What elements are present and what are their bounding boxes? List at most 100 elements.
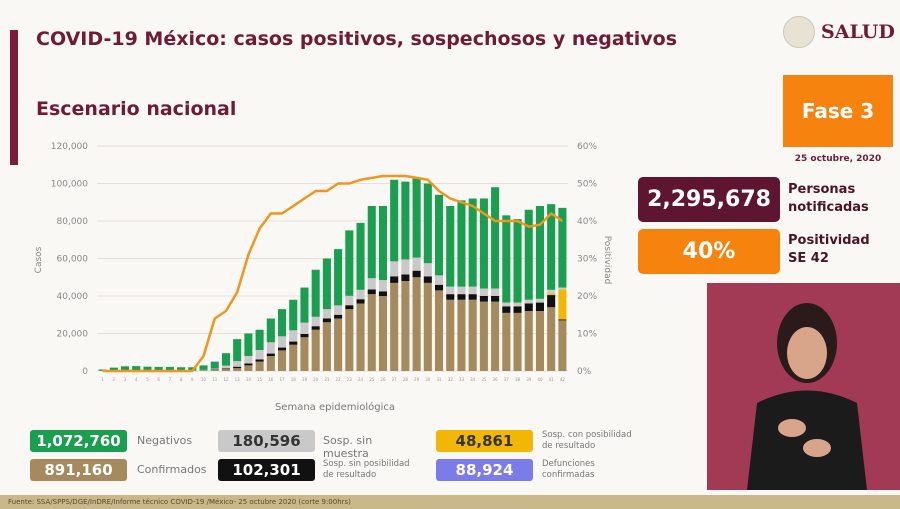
bar-segment-negativos — [502, 215, 511, 303]
x-tick-label: 31 — [436, 377, 442, 382]
x-tick-label: 14 — [246, 377, 252, 382]
y-tick-label: 80,000 — [57, 217, 89, 227]
bar-segment-sosp-sin-posibilidad-de-resultado — [524, 303, 533, 311]
bar-segment-confirmados — [535, 311, 545, 371]
bar-segment-confirmados — [289, 344, 298, 371]
bar-segment-confirmados — [221, 369, 231, 371]
bar-segment-confirmados — [266, 356, 275, 371]
bar-segment-sosp-sin-muestra — [468, 286, 477, 295]
legend-label: Defunciones confirmadas — [542, 459, 595, 480]
positivity-line — [102, 174, 564, 373]
bar-segment-negativos — [547, 204, 556, 290]
x-tick-label: 27 — [392, 377, 398, 382]
phase-box: Fase 3 — [783, 75, 893, 147]
legend-label: Sosp. con posibilidad de resultado — [542, 430, 632, 451]
bar-segment-confirmados — [547, 307, 556, 371]
x-tick-label: 38 — [515, 377, 521, 382]
bar-segment-confirmados — [345, 309, 354, 371]
bar-segment-negativos — [356, 222, 365, 290]
legend-value: 88,924 — [436, 459, 533, 481]
bar-segment-negativos — [132, 366, 141, 371]
bar-segment-sosp-sin-posibilidad-de-resultado — [322, 318, 331, 323]
y-tick-label: 120,000 — [51, 142, 88, 152]
y2-tick-label: 30% — [577, 255, 597, 265]
x-tick-label: 32 — [448, 377, 454, 382]
x-tick-label: 28 — [403, 377, 409, 382]
bar-segment-negativos — [412, 177, 421, 258]
bar-segment-confirmados — [457, 299, 466, 371]
x-tick-label: 3 — [124, 377, 127, 382]
bar-segment-sosp-sin-muestra — [233, 361, 242, 367]
bar-segment-negativos — [143, 366, 152, 371]
source-footer: Fuente: SSA/SPPS/DGE/InDRE/Informe técni… — [0, 495, 900, 509]
bar-segment-sosp-sin-posibilidad-de-resultado — [468, 294, 477, 300]
bar-segment-negativos — [266, 318, 275, 343]
x-tick-label: 1 — [101, 377, 104, 382]
x-tick-label: 13 — [235, 377, 241, 382]
y-tick-label: 60,000 — [57, 255, 89, 265]
bar-segment-confirmados — [199, 370, 208, 371]
bar-segment-sosp-sin-posibilidad-de-resultado — [558, 319, 567, 321]
bar-segment-confirmados — [255, 361, 264, 371]
x-tick-label: 12 — [223, 377, 229, 382]
bar-segment-negativos — [434, 194, 444, 276]
bar-segment-confirmados — [412, 277, 421, 371]
page-subtitle: Escenario nacional — [36, 98, 237, 120]
bar-segment-negativos — [300, 287, 309, 323]
bar-segment-sosp-sin-posibilidad-de-resultado — [513, 306, 522, 313]
x-tick-label: 39 — [526, 377, 532, 382]
x-tick-label: 36 — [493, 377, 499, 382]
legend-value: 891,160 — [30, 459, 127, 481]
legend-label: Negativos — [137, 434, 193, 447]
bar-segment-negativos — [311, 269, 320, 317]
bar-segment-negativos — [524, 209, 533, 300]
bar-segment-sosp-sin-muestra — [535, 298, 545, 303]
x-tick-label: 22 — [336, 377, 342, 382]
bar-segment-sosp-sin-muestra — [289, 330, 298, 342]
bar-segment-sosp-sin-posibilidad-de-resultado — [266, 353, 275, 356]
y-tick-label: 20,000 — [57, 330, 89, 340]
x-tick-label: 17 — [279, 377, 285, 382]
bar-segment-sosp-sin-muestra — [513, 302, 522, 307]
accent-bar — [10, 30, 18, 165]
bar-segment-negativos — [322, 258, 331, 310]
x-tick-label: 34 — [470, 377, 476, 382]
bar-segment-sosp-sin-posibilidad-de-resultado — [457, 294, 466, 300]
bar-segment-confirmados — [322, 322, 331, 371]
bar-segment-negativos — [491, 187, 500, 289]
cases-chart: 0 0% 20,000 10% 40,000 20% 60,000 30% 80,000 40% 1… — [34, 142, 612, 413]
y2-tick-label: 50% — [577, 180, 597, 190]
bar-segment-negativos — [401, 181, 410, 260]
logo-text: SALUD — [821, 21, 895, 43]
y2-axis-label: Positividad — [602, 236, 612, 285]
positivity-label: Positividad SE 42 — [788, 232, 870, 268]
bar-segment-sosp-sin-posibilidad-de-resultado — [535, 302, 545, 311]
bar-segment-negativos — [513, 219, 522, 303]
bar-segment-negativos — [479, 198, 488, 289]
positivity-value: 40% — [638, 229, 780, 274]
bar-segment-sosp-sin-muestra — [434, 275, 444, 285]
bar-segment-sosp-sin-posibilidad-de-resultado — [491, 296, 500, 302]
bar-segment-sosp-sin-posibilidad-de-resultado — [547, 295, 556, 308]
bar-segment-negativos — [468, 198, 477, 287]
bar-segment-sosp-sin-muestra — [423, 263, 432, 277]
bar-segment-sosp-sin-muestra — [345, 295, 354, 306]
notified-label: Personas notificadas — [788, 181, 869, 217]
bar-segment-confirmados — [390, 282, 399, 371]
legend-label: Confirmados — [137, 463, 207, 476]
y2-tick-label: 20% — [577, 292, 597, 302]
bar-segment-sosp-sin-posibilidad-de-resultado — [356, 299, 365, 304]
x-tick-label: 23 — [347, 377, 353, 382]
bar-segment-sosp-sin-muestra — [446, 286, 455, 295]
page-title: COVID-19 México: casos positivos, sospec… — [36, 28, 677, 50]
bar-segment-sosp-sin-posibilidad-de-resultado — [277, 347, 287, 351]
bar-segment-sosp-sin-posibilidad-de-resultado — [401, 274, 410, 281]
legend-value: 180,596 — [218, 430, 315, 452]
bar-segment-sosp-sin-muestra — [491, 288, 500, 296]
bar-segment-sosp-sin-muestra — [322, 309, 331, 319]
x-tick-label: 19 — [302, 377, 308, 382]
notified-count: 2,295,678 — [638, 177, 780, 222]
bar-segment-negativos — [378, 206, 388, 281]
x-tick-label: 33 — [459, 377, 465, 382]
bar-segment-negativos — [165, 366, 174, 371]
